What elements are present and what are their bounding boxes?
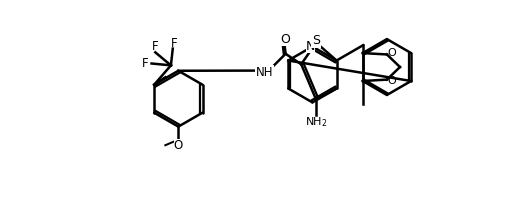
Text: O: O bbox=[280, 33, 290, 46]
Text: NH$_2$: NH$_2$ bbox=[305, 115, 327, 129]
Text: O: O bbox=[387, 48, 396, 58]
Text: S: S bbox=[312, 34, 320, 47]
Text: N: N bbox=[306, 40, 315, 53]
Text: F: F bbox=[152, 40, 158, 53]
Text: F: F bbox=[142, 57, 148, 70]
Text: F: F bbox=[171, 37, 178, 49]
Text: O: O bbox=[387, 76, 396, 86]
Text: O: O bbox=[174, 139, 183, 152]
Text: NH: NH bbox=[256, 66, 273, 79]
